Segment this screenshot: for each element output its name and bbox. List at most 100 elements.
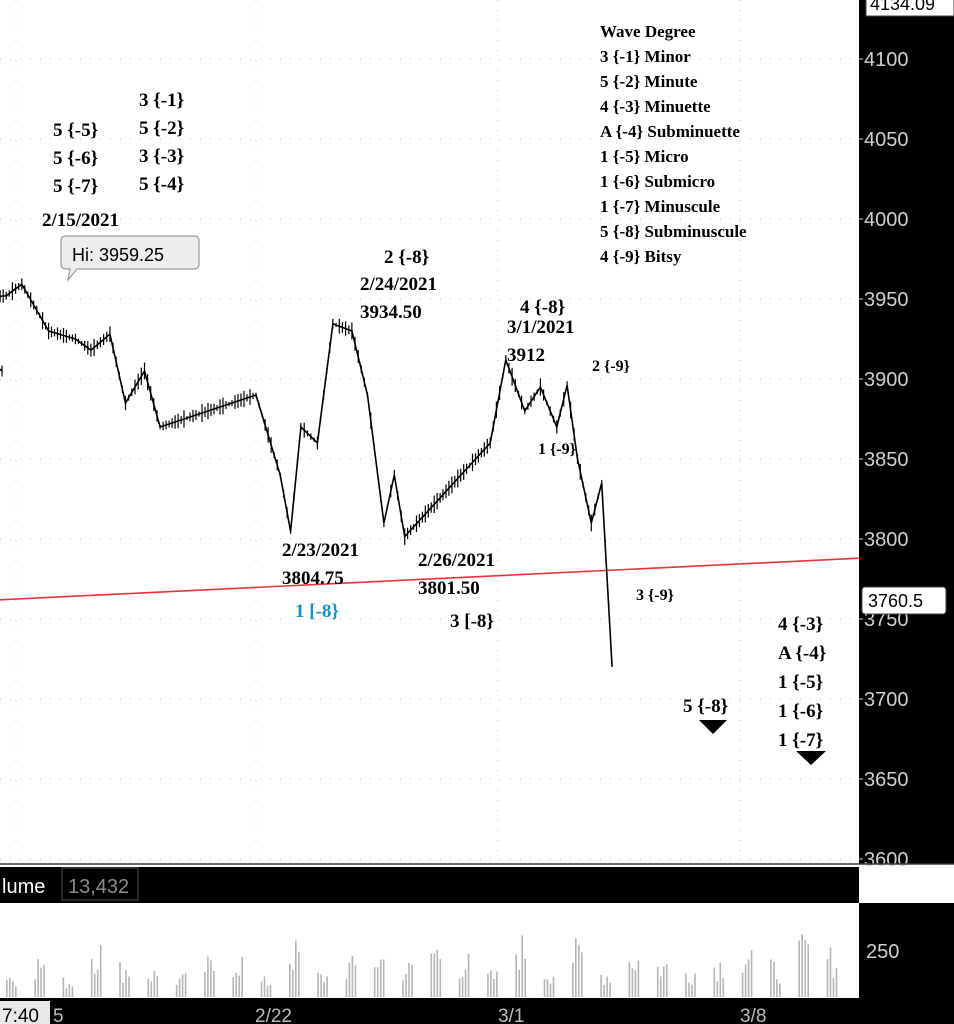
- ann-low-2-26-1: 3801.50: [418, 578, 480, 599]
- time-label: 7:40: [2, 1006, 39, 1024]
- volume-bar: [779, 983, 781, 997]
- last-price-box: [861, 586, 947, 615]
- ann-right-2: 1 {-5}: [778, 672, 823, 693]
- volume-bar: [829, 947, 832, 997]
- volume-bar: [122, 982, 124, 997]
- ann-w3-8: 3 [-8}: [450, 611, 494, 632]
- down-arrow-2: [796, 751, 826, 765]
- volume-bar: [685, 973, 687, 997]
- volume-bar: [37, 959, 39, 997]
- volume-bar: [68, 984, 71, 997]
- volume-bar: [656, 966, 659, 997]
- volume-bar: [382, 959, 385, 997]
- volume-bar: [266, 985, 269, 997]
- volume-bar: [156, 975, 159, 997]
- ann-wave2-1: 2/24/2021: [360, 274, 437, 295]
- x-axis-strip: [0, 998, 954, 1024]
- volume-bar: [804, 940, 806, 997]
- volume-bar: [62, 977, 65, 997]
- volume-bar: [575, 938, 577, 997]
- volume-bar: [260, 981, 263, 997]
- volume-bar: [515, 954, 517, 997]
- volume-bar: [213, 971, 215, 997]
- volume-bar: [467, 953, 470, 997]
- volume-bar: [241, 956, 243, 997]
- price-bars: [0, 278, 610, 610]
- volume-bar: [606, 976, 608, 997]
- volume-bar: [317, 972, 319, 997]
- volume-bar: [458, 978, 461, 997]
- volume-bar: [181, 974, 184, 997]
- ann-right-3: 1 {-6}: [778, 701, 823, 722]
- volume-bar: [326, 976, 328, 997]
- volume-bar: [807, 944, 809, 997]
- volume-bar: [34, 979, 36, 997]
- y-tick-3700: 3700: [864, 689, 909, 711]
- legend-item-3: A {-4} Subminuette: [600, 122, 740, 141]
- volume-bar: [719, 962, 722, 997]
- ann-left2-1: 5 {-2}: [139, 118, 184, 139]
- volume-bar: [99, 945, 102, 997]
- volume-bar: [552, 976, 555, 997]
- volume-bar: [461, 976, 464, 997]
- volume-bar: [175, 984, 178, 997]
- volume-bar: [600, 974, 602, 997]
- volume-bar: [543, 979, 546, 997]
- volume-bar: [292, 970, 294, 997]
- legend-item-5: 1 {-6} Submicro: [600, 172, 715, 191]
- volume-bar: [691, 984, 693, 997]
- y-tick-3800: 3800: [864, 529, 909, 551]
- volume-bar: [210, 960, 212, 997]
- volume-bar: [289, 963, 291, 997]
- volume-bar: [628, 962, 631, 997]
- y-tick-3850: 3850: [864, 449, 909, 471]
- x-tick-2: 3/1: [498, 1006, 524, 1024]
- volume-bar: [770, 959, 772, 997]
- y-axis: 4100405040003950390038503800375037003650…: [859, 49, 909, 871]
- volume-bar: [773, 961, 775, 997]
- y-tick-3950: 3950: [864, 289, 909, 311]
- volume-bar: [376, 967, 379, 997]
- volume-bar: [430, 953, 433, 997]
- volume-bar: [521, 935, 523, 997]
- volume-bar: [637, 960, 640, 997]
- hi-callout-box: [60, 235, 200, 283]
- volume-bar: [518, 970, 520, 997]
- ann-left1-1: 5 {-6}: [53, 148, 98, 169]
- volume-bar: [490, 970, 492, 997]
- volume-bars: [6, 934, 838, 997]
- volume-bar: [433, 953, 436, 997]
- volume-bar: [439, 959, 442, 997]
- volume-bar: [716, 981, 719, 997]
- volume-bar: [345, 978, 348, 997]
- ann-wave4-2: 3912: [507, 345, 545, 366]
- volume-label: lume: [2, 876, 45, 898]
- hi-callout-text: Hi: 3959.25: [72, 245, 164, 265]
- legend-item-0: 3 {-1} Minor: [600, 47, 691, 66]
- time-label-box: [0, 1001, 50, 1024]
- volume-bar: [204, 971, 206, 997]
- volume-bar: [408, 962, 410, 997]
- y-tick-3900: 3900: [864, 369, 909, 391]
- volume-bar: [269, 984, 272, 997]
- ann-date-2-15: 2/15/2021: [42, 210, 119, 231]
- top-price-box: [865, 0, 954, 17]
- volume-bar: [90, 959, 93, 997]
- ann-wave2-2: 3934.50: [360, 302, 422, 323]
- volume-bar: [354, 965, 357, 997]
- annotations: 5 {-5} 5 {-6} 5 {-7} 3 {-1} 5 {-2} 3 {-3…: [42, 22, 826, 765]
- volume-bar: [776, 979, 778, 997]
- ann-wave4-1: 3/1/2021: [507, 317, 575, 338]
- volume-bar: [688, 982, 690, 997]
- top-price-label: 4134.09: [870, 0, 935, 14]
- volume-bar: [411, 964, 413, 997]
- volume-bar: [549, 983, 552, 997]
- ann-left2-2: 3 {-3}: [139, 146, 184, 167]
- ann-w3-9: 3 {-9}: [636, 587, 674, 604]
- volume-bar: [603, 984, 605, 997]
- ann-right-0: 4 {-3}: [778, 614, 823, 635]
- ann-w2-9: 2 {-9}: [592, 358, 630, 375]
- volume-bar: [659, 976, 662, 997]
- volume-bar: [722, 978, 725, 997]
- volume-tick-250: 250: [866, 941, 899, 963]
